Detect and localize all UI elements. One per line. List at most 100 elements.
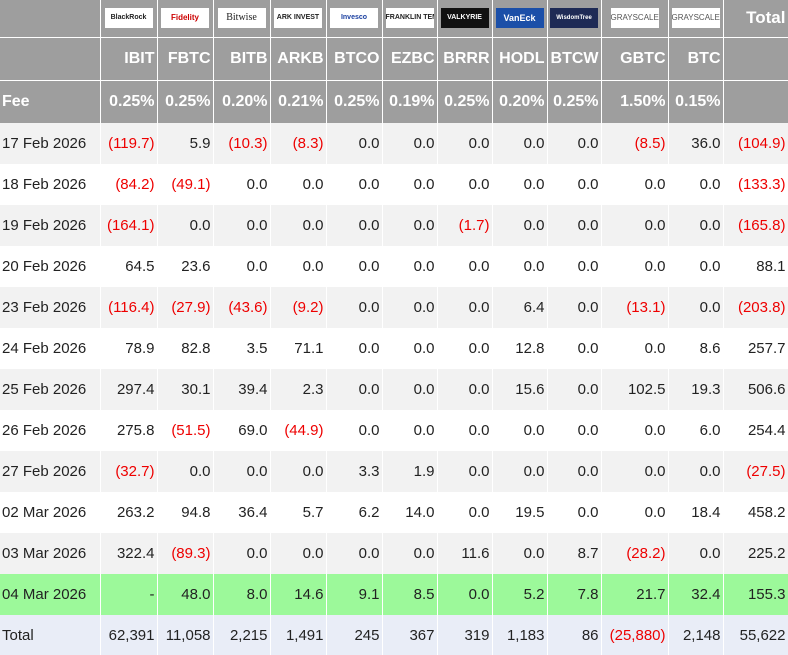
flow-value: 0.0 xyxy=(547,328,602,369)
total-value: 2,148 xyxy=(668,615,724,655)
flow-value: 0.0 xyxy=(601,246,669,287)
flow-value: (133.3) xyxy=(723,164,788,205)
flow-row: 17 Feb 2026 (119.7) 5.9 (10.3) (8.3) 0.0 0.0 0.… xyxy=(0,123,788,164)
flow-value: 0.0 xyxy=(157,205,214,246)
total-value: 1,183 xyxy=(492,615,548,655)
flow-value: 48.0 xyxy=(157,574,214,615)
flow-value: 0.0 xyxy=(437,492,493,533)
flow-value: 0.0 xyxy=(547,451,602,492)
flow-value: 155.3 xyxy=(723,574,788,615)
flow-value: (89.3) xyxy=(157,533,214,574)
fee: 0.25% xyxy=(547,80,602,123)
flow-value: 36.0 xyxy=(668,123,724,164)
ticker-row: IBIT FBTC BITB ARKB BTCO EZBC BRRR HODL BTCW GBTC… xyxy=(0,37,788,80)
issuer-logo: ARK INVEST xyxy=(274,8,322,29)
logo-row: BlackRock Fidelity Bitwise ARK INVEST Invesc… xyxy=(0,0,788,37)
flow-value: 0.0 xyxy=(326,328,383,369)
flow-value: 0.0 xyxy=(437,574,493,615)
fee: 0.25% xyxy=(326,80,383,123)
flow-value: 0.0 xyxy=(492,533,548,574)
flow-row: 26 Feb 2026 275.8 (51.5) 69.0 (44.9) 0.0 0.0 0.… xyxy=(0,410,788,451)
flow-value: (8.3) xyxy=(270,123,327,164)
ticker: GBTC xyxy=(601,37,669,80)
flow-value: 19.3 xyxy=(668,369,724,410)
flow-value: 0.0 xyxy=(601,451,669,492)
flow-value: 0.0 xyxy=(492,123,548,164)
flow-value: 257.7 xyxy=(723,328,788,369)
logo-cell: VanEck xyxy=(492,0,548,37)
flow-value: 297.4 xyxy=(100,369,158,410)
flow-row: 23 Feb 2026 (116.4) (27.9) (43.6) (9.2) 0.0 0.… xyxy=(0,287,788,328)
issuer-logo: GRAYSCALE xyxy=(610,8,659,29)
flow-value: - xyxy=(100,574,158,615)
date: 25 Feb 2026 xyxy=(0,369,101,410)
flow-row: 20 Feb 2026 64.5 23.6 0.0 0.0 0.0 0.0 0.0 0.0 0.0… xyxy=(0,246,788,287)
flow-value: 6.4 xyxy=(492,287,548,328)
flow-row: 25 Feb 2026 297.4 30.1 39.4 2.3 0.0 0.0 0.0 15.6… xyxy=(0,369,788,410)
flow-value: 275.8 xyxy=(100,410,158,451)
flow-row: 18 Feb 2026 (84.2) (49.1) 0.0 0.0 0.0 0.0 0.0 0.… xyxy=(0,164,788,205)
flow-value: 0.0 xyxy=(326,533,383,574)
total-value: (25,880) xyxy=(601,615,669,655)
flow-value: 64.5 xyxy=(100,246,158,287)
flow-value: (49.1) xyxy=(157,164,214,205)
total-row: Total 62,391 11,058 2,215 1,491 245 367 319 1,18… xyxy=(0,615,788,655)
blank-cell xyxy=(0,37,101,80)
flow-value: (116.4) xyxy=(100,287,158,328)
total-value: 11,058 xyxy=(157,615,214,655)
fee: 0.21% xyxy=(270,80,327,123)
date: 20 Feb 2026 xyxy=(0,246,101,287)
flow-value: 0.0 xyxy=(270,533,327,574)
flow-value: 322.4 xyxy=(100,533,158,574)
date: 04 Mar 2026 xyxy=(0,574,101,615)
fee-label: Fee xyxy=(0,80,101,123)
flow-value: 0.0 xyxy=(270,451,327,492)
flow-value: 0.0 xyxy=(492,410,548,451)
fee: 0.15% xyxy=(668,80,724,123)
flow-value: 0.0 xyxy=(668,246,724,287)
ticker: BTC xyxy=(668,37,724,80)
flow-value: (51.5) xyxy=(157,410,214,451)
flow-value: 5.2 xyxy=(492,574,548,615)
flow-value: 0.0 xyxy=(382,287,438,328)
ticker: FBTC xyxy=(157,37,214,80)
flow-value: 0.0 xyxy=(270,164,327,205)
flow-value: 2.3 xyxy=(270,369,327,410)
flow-value: 0.0 xyxy=(270,205,327,246)
flow-value: 0.0 xyxy=(382,205,438,246)
flow-value: 0.0 xyxy=(437,328,493,369)
flow-value: 0.0 xyxy=(547,164,602,205)
flow-row: 02 Mar 2026 263.2 94.8 36.4 5.7 6.2 14.0 0.0 19.… xyxy=(0,492,788,533)
total-value: 55,622 xyxy=(723,615,788,655)
flow-value: 94.8 xyxy=(157,492,214,533)
flow-value: 0.0 xyxy=(547,246,602,287)
flow-value: 78.9 xyxy=(100,328,158,369)
flow-value: 14.6 xyxy=(270,574,327,615)
flow-value: 0.0 xyxy=(601,410,669,451)
flow-value: (13.1) xyxy=(601,287,669,328)
issuer-logo: VALKYRIE xyxy=(440,8,489,29)
flow-value: 0.0 xyxy=(547,410,602,451)
flow-value: 82.8 xyxy=(157,328,214,369)
ticker: BTCW xyxy=(547,37,602,80)
flow-value: 0.0 xyxy=(213,205,271,246)
total-value: 62,391 xyxy=(100,615,158,655)
flow-value: 14.0 xyxy=(382,492,438,533)
flow-value: (203.8) xyxy=(723,287,788,328)
flow-value: 0.0 xyxy=(547,205,602,246)
logo-cell: Invesco xyxy=(326,0,383,37)
fee: 0.20% xyxy=(213,80,271,123)
flow-value: 32.4 xyxy=(668,574,724,615)
flow-value: 0.0 xyxy=(492,451,548,492)
flow-value: 0.0 xyxy=(326,205,383,246)
flow-value: 0.0 xyxy=(382,246,438,287)
total-label: Total xyxy=(0,615,101,655)
flow-value: 0.0 xyxy=(492,164,548,205)
flow-value: 0.0 xyxy=(547,123,602,164)
flow-value: 9.1 xyxy=(326,574,383,615)
flow-value: (8.5) xyxy=(601,123,669,164)
flow-value: 5.9 xyxy=(157,123,214,164)
total-value: 367 xyxy=(382,615,438,655)
flow-value: 0.0 xyxy=(668,533,724,574)
